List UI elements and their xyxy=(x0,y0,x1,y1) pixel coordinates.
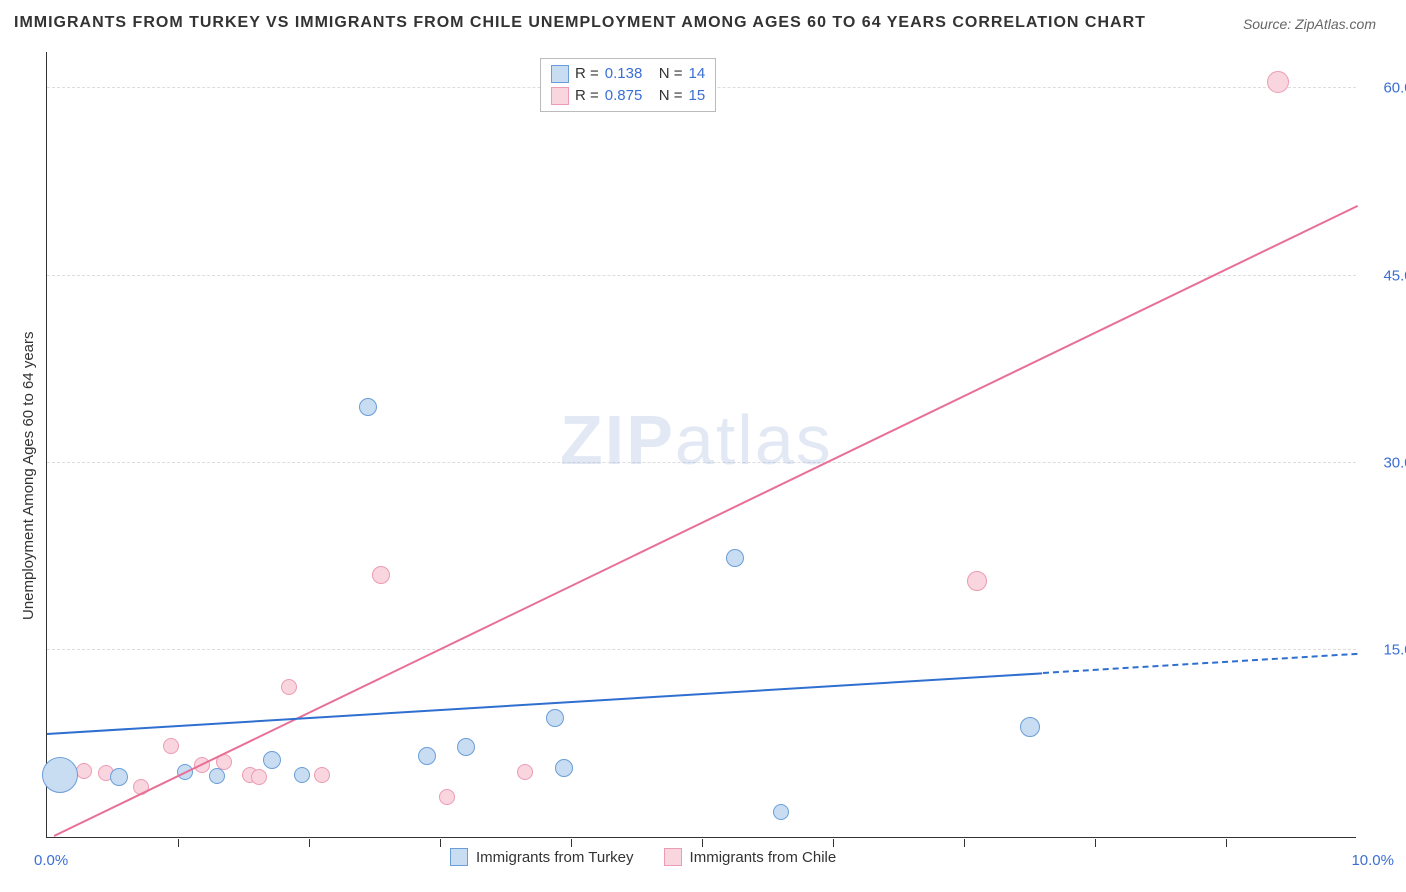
x-tick xyxy=(964,839,965,847)
chart-title: IMMIGRANTS FROM TURKEY VS IMMIGRANTS FRO… xyxy=(14,14,1146,32)
point-turkey xyxy=(263,751,281,769)
legend-top: R = 0.138 N = 14 R = 0.875 N = 15 xyxy=(540,58,716,112)
point-chile xyxy=(281,679,297,695)
x-tick xyxy=(702,839,703,847)
point-turkey xyxy=(418,747,436,765)
point-chile xyxy=(251,769,267,785)
point-turkey xyxy=(546,709,564,727)
x-tick xyxy=(833,839,834,847)
point-chile xyxy=(163,738,179,754)
source-attribution: Source: ZipAtlas.com xyxy=(1243,16,1376,32)
point-turkey xyxy=(457,738,475,756)
y-tick-label: 30.0% xyxy=(1366,454,1406,471)
gridline xyxy=(47,462,1356,463)
trend-chile xyxy=(53,205,1357,837)
legend-label: Immigrants from Turkey xyxy=(476,849,634,866)
legend-n-label: N = xyxy=(659,85,683,107)
point-turkey xyxy=(209,768,225,784)
legend-n-value: 15 xyxy=(689,85,706,107)
x-axis-min-label: 0.0% xyxy=(34,852,68,869)
legend-label: Immigrants from Chile xyxy=(690,849,837,866)
trend-turkey xyxy=(47,672,1043,735)
point-turkey xyxy=(1020,717,1040,737)
legend-bottom: Immigrants from Turkey Immigrants from Ch… xyxy=(450,848,836,866)
point-chile xyxy=(967,571,987,591)
legend-bottom-item: Immigrants from Chile xyxy=(664,848,837,866)
x-tick xyxy=(1095,839,1096,847)
x-tick xyxy=(1226,839,1227,847)
point-chile xyxy=(1267,71,1289,93)
point-turkey xyxy=(359,398,377,416)
legend-bottom-item: Immigrants from Turkey xyxy=(450,848,634,866)
legend-r-value: 0.875 xyxy=(605,85,653,107)
y-tick-label: 45.0% xyxy=(1366,267,1406,284)
x-tick xyxy=(178,839,179,847)
legend-r-label: R = xyxy=(575,63,599,85)
legend-r-label: R = xyxy=(575,85,599,107)
plot-area: 15.0%30.0%45.0%60.0% xyxy=(46,52,1356,838)
gridline xyxy=(47,275,1356,276)
legend-swatch xyxy=(551,87,569,105)
point-chile xyxy=(517,764,533,780)
legend-top-row: R = 0.875 N = 15 xyxy=(551,85,705,107)
y-tick-label: 15.0% xyxy=(1366,641,1406,658)
x-tick xyxy=(440,839,441,847)
point-turkey xyxy=(773,804,789,820)
legend-swatch xyxy=(664,848,682,866)
legend-top-row: R = 0.138 N = 14 xyxy=(551,63,705,85)
point-chile xyxy=(372,566,390,584)
legend-swatch xyxy=(551,65,569,83)
legend-n-value: 14 xyxy=(689,63,706,85)
legend-swatch xyxy=(450,848,468,866)
y-tick-label: 60.0% xyxy=(1366,80,1406,97)
x-tick xyxy=(309,839,310,847)
source-name: ZipAtlas.com xyxy=(1295,16,1376,32)
y-axis-label: Unemployment Among Ages 60 to 64 years xyxy=(20,331,37,620)
legend-r-value: 0.138 xyxy=(605,63,653,85)
point-turkey xyxy=(110,768,128,786)
point-turkey xyxy=(42,757,78,793)
x-axis-max-label: 10.0% xyxy=(1351,852,1394,869)
legend-n-label: N = xyxy=(659,63,683,85)
point-turkey xyxy=(726,549,744,567)
point-chile xyxy=(439,789,455,805)
source-prefix: Source: xyxy=(1243,16,1295,32)
point-turkey xyxy=(294,767,310,783)
point-chile xyxy=(76,763,92,779)
gridline xyxy=(47,649,1356,650)
trend-turkey-dashed xyxy=(1043,653,1358,674)
point-chile xyxy=(314,767,330,783)
point-turkey xyxy=(555,759,573,777)
x-tick xyxy=(571,839,572,847)
